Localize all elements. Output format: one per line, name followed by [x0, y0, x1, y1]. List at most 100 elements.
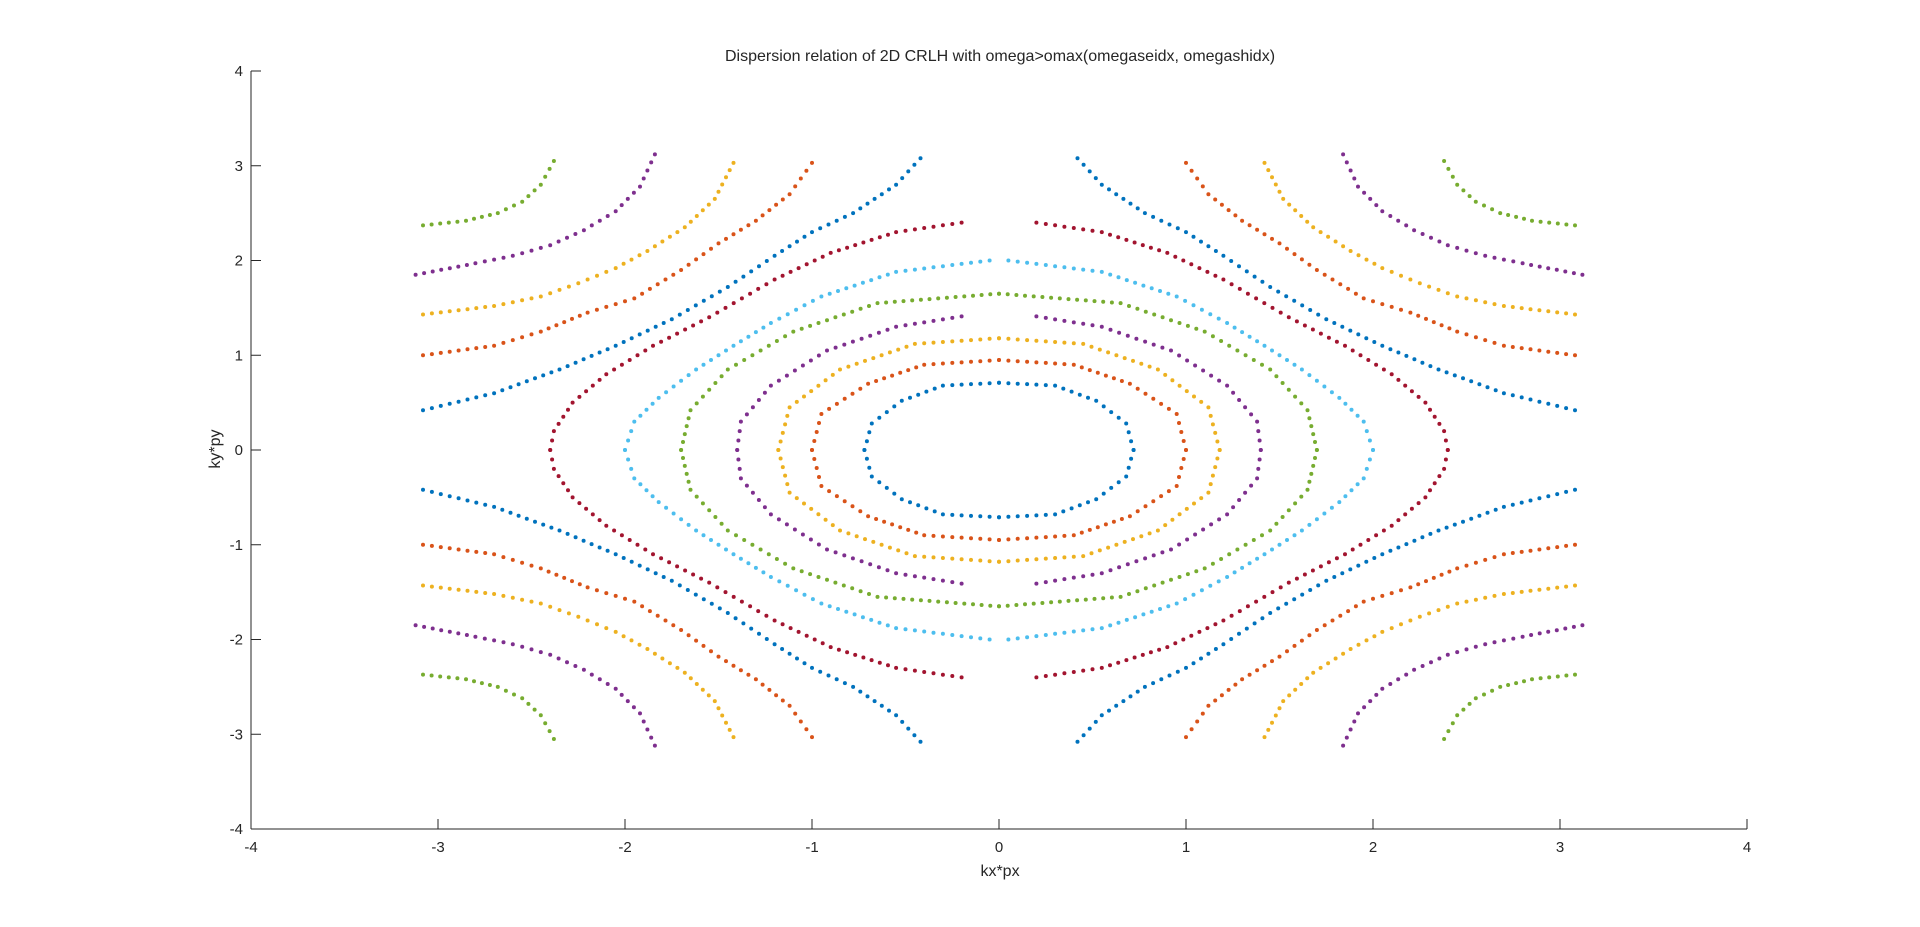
data-point [1233, 682, 1238, 687]
data-point [1181, 637, 1186, 642]
data-point [834, 401, 839, 406]
data-point [1049, 295, 1054, 300]
data-point [1338, 613, 1343, 618]
data-point [1322, 272, 1327, 277]
y-tick-label: -1 [230, 537, 243, 554]
data-point [681, 440, 685, 444]
data-point [817, 421, 821, 425]
data-point [1330, 618, 1335, 623]
data-point [1444, 525, 1449, 530]
data-point [758, 348, 763, 353]
data-point [1483, 642, 1488, 647]
data-point [1424, 316, 1428, 321]
data-point [950, 339, 955, 344]
data-point [922, 670, 927, 674]
data-point [841, 312, 846, 317]
data-point [1501, 304, 1506, 308]
data-point [827, 291, 832, 296]
data-point [1299, 638, 1304, 643]
data-point [1254, 599, 1259, 604]
data-point [1412, 538, 1417, 543]
data-point [1287, 693, 1292, 698]
data-point [987, 358, 992, 363]
data-point [429, 673, 434, 678]
data-point [1424, 579, 1428, 584]
data-point [950, 674, 955, 678]
data-point [1031, 601, 1036, 606]
data-point [495, 211, 500, 216]
data-point [538, 245, 543, 250]
data-point [1252, 621, 1257, 626]
data-point [906, 527, 911, 532]
data-point [1506, 683, 1511, 687]
data-point [1554, 267, 1559, 272]
data-point [1217, 517, 1222, 522]
data-point [1208, 583, 1213, 588]
data-point [675, 564, 680, 569]
data-point [520, 199, 525, 204]
data-point [612, 528, 617, 533]
data-point [912, 574, 917, 579]
data-point [438, 310, 443, 315]
data-point [912, 162, 917, 167]
data-point [772, 642, 777, 647]
data-point [1546, 309, 1551, 314]
data-point [1094, 497, 1099, 502]
data-point [635, 353, 640, 358]
data-point [529, 647, 534, 652]
data-point [492, 343, 497, 348]
data-point [1380, 593, 1385, 598]
data-point [1519, 306, 1524, 311]
data-point [1530, 677, 1534, 682]
data-point [1151, 553, 1156, 558]
data-point [1101, 299, 1106, 304]
data-point [456, 496, 461, 501]
data-point [716, 189, 721, 194]
data-point [629, 429, 634, 434]
data-point [1348, 727, 1353, 732]
data-points [413, 152, 1585, 748]
data-point [501, 640, 506, 645]
data-point [612, 367, 617, 372]
data-point [1235, 547, 1240, 552]
data-point [896, 548, 901, 553]
data-point [556, 239, 561, 244]
data-point [1260, 616, 1265, 621]
data-point [802, 394, 806, 399]
data-point [796, 629, 801, 634]
data-point [1467, 194, 1472, 199]
data-point [1256, 429, 1261, 434]
data-point [1450, 174, 1455, 179]
data-point [707, 387, 712, 392]
data-point [1573, 408, 1577, 413]
data-point [551, 159, 556, 163]
data-point [744, 483, 749, 488]
data-point [566, 488, 570, 493]
data-point [927, 297, 932, 302]
data-point [659, 556, 664, 561]
data-point [1087, 368, 1092, 373]
data-point [978, 359, 983, 364]
data-point [1213, 197, 1218, 202]
data-point [997, 336, 1001, 341]
data-point [1143, 556, 1148, 561]
data-point [1034, 314, 1039, 319]
data-point [1461, 519, 1465, 524]
data-point [978, 558, 983, 563]
data-point [1537, 631, 1542, 636]
data-point [1061, 386, 1066, 391]
data-point [1081, 321, 1086, 326]
data-point [1537, 496, 1542, 501]
data-point [877, 660, 882, 665]
data-point [548, 604, 553, 609]
data-point [734, 533, 738, 538]
data-point [816, 575, 821, 579]
data-point [858, 589, 863, 594]
data-point [959, 382, 964, 387]
data-point [1455, 650, 1460, 655]
data-point [887, 350, 892, 355]
data-point [737, 466, 742, 471]
data-point [1439, 323, 1444, 328]
data-point [874, 517, 879, 521]
data-point [551, 737, 556, 741]
